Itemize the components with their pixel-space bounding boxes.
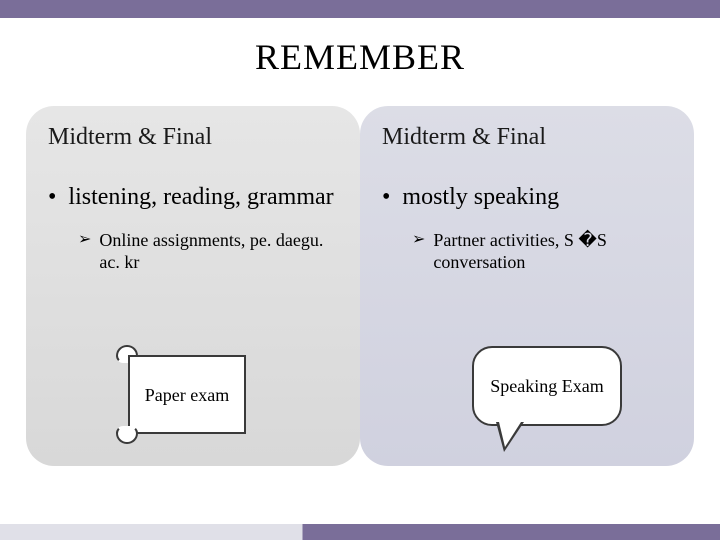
left-bullet-row: • listening, reading, grammar — [48, 183, 338, 211]
scroll-curl-bottom-icon — [116, 426, 138, 444]
left-heading: Midterm & Final — [48, 124, 338, 151]
right-heading: Midterm & Final — [382, 124, 672, 151]
right-callout-text: Speaking Exam — [490, 375, 603, 397]
left-sub-row: ➢ Online assignments, pe. daegu. ac. kr — [78, 229, 338, 273]
scroll-callout: Paper exam — [116, 347, 246, 442]
right-sub-text: Partner activities, S �S conversation — [433, 229, 672, 273]
right-bullet-row: • mostly speaking — [382, 183, 672, 211]
bottom-accent-bar — [0, 524, 720, 540]
scroll-body: Paper exam — [128, 355, 246, 434]
two-column-layout: Midterm & Final • listening, reading, gr… — [0, 106, 720, 466]
right-column: Midterm & Final • mostly speaking ➢ Part… — [360, 106, 694, 466]
bullet-dot-icon: • — [382, 183, 390, 211]
bullet-dot-icon: • — [48, 183, 56, 211]
speech-bubble: Speaking Exam — [472, 346, 622, 426]
right-sub-row: ➢ Partner activities, S �S conversation — [412, 229, 672, 273]
left-bullet-text: listening, reading, grammar — [68, 183, 333, 211]
left-column: Midterm & Final • listening, reading, gr… — [26, 106, 360, 466]
arrow-bullet-icon: ➢ — [78, 229, 91, 251]
arrow-bullet-icon: ➢ — [412, 229, 425, 251]
top-accent-bar — [0, 0, 720, 18]
right-bullet-text: mostly speaking — [402, 183, 559, 211]
speech-tail-inner-icon — [499, 422, 521, 447]
left-callout-text: Paper exam — [145, 384, 229, 406]
left-sub-text: Online assignments, pe. daegu. ac. kr — [99, 229, 338, 273]
right-column-content: Midterm & Final • mostly speaking ➢ Part… — [360, 106, 694, 283]
slide-title: REMEMBER — [0, 36, 720, 78]
speech-callout: Speaking Exam — [472, 346, 622, 456]
left-column-content: Midterm & Final • listening, reading, gr… — [26, 106, 360, 283]
